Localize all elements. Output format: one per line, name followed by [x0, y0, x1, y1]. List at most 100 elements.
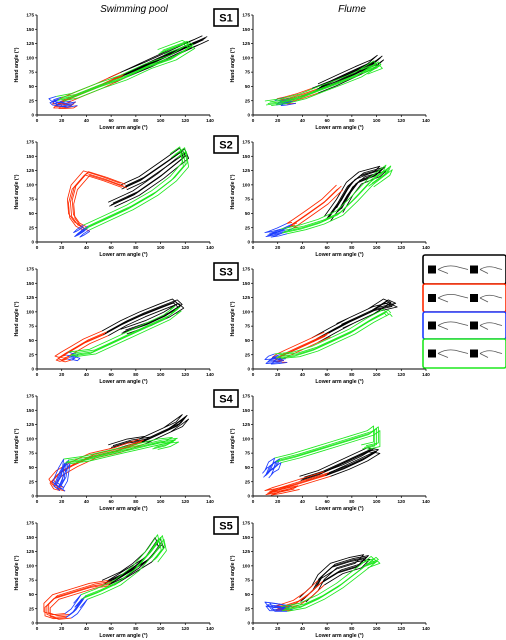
x-axis-label: Lower arm angle (°) — [315, 125, 363, 131]
y-tick-label: 75 — [29, 578, 35, 583]
x-tick-label: 100 — [373, 499, 381, 504]
y-tick-label: 25 — [29, 352, 35, 357]
x-tick-label: 60 — [325, 499, 331, 504]
x-tick-label: 0 — [36, 118, 39, 123]
series-line-blue — [264, 353, 281, 361]
y-tick-label: 25 — [29, 225, 35, 230]
wall-block-icon — [470, 294, 478, 302]
wall-block-icon — [428, 349, 436, 358]
wall-block-icon — [428, 294, 436, 302]
series-line-red — [291, 185, 342, 225]
series-line-green — [63, 436, 173, 460]
y-tick-label: 150 — [242, 27, 250, 32]
x-tick-label: 40 — [84, 372, 90, 377]
series-line-blue — [73, 224, 84, 234]
series-line-black — [323, 165, 381, 217]
x-tick-label: 80 — [349, 245, 355, 250]
y-tick-label: 150 — [242, 535, 250, 540]
series-line-green — [56, 39, 189, 97]
series-line-green — [281, 559, 376, 612]
x-tick-label: 140 — [422, 372, 430, 377]
series-line-green — [280, 164, 387, 230]
x-tick-label: 20 — [59, 499, 65, 504]
series-line-green — [69, 309, 177, 357]
x-tick-label: 80 — [133, 626, 139, 631]
y-tick-label: 25 — [29, 98, 35, 103]
x-tick-label: 40 — [300, 118, 306, 123]
x-tick-label: 140 — [206, 499, 214, 504]
series-line-black — [302, 556, 368, 601]
series-line-red — [55, 334, 104, 362]
y-tick-label: 0 — [247, 367, 250, 372]
y-tick-label: 175 — [242, 13, 250, 18]
y-tick-label: 175 — [242, 140, 250, 145]
legend-entry-blue — [422, 311, 506, 340]
y-tick-label: 125 — [242, 549, 250, 554]
y-tick-label: 0 — [31, 240, 34, 245]
series-line-blue — [70, 598, 88, 619]
x-tick-label: 140 — [206, 626, 214, 631]
subject-label-text-s4: S4 — [219, 394, 233, 406]
x-tick-label: 60 — [109, 118, 115, 123]
x-tick-label: 0 — [36, 245, 39, 250]
series-line-red — [68, 174, 122, 232]
y-tick-label: 150 — [26, 281, 34, 286]
series-line-black — [304, 555, 369, 599]
series-line-black — [305, 451, 381, 482]
series-line-blue — [58, 463, 71, 492]
series-line-green — [68, 305, 176, 353]
x-tick-label: 0 — [252, 372, 255, 377]
series-line-blue — [54, 100, 78, 108]
y-tick-label: 175 — [26, 140, 34, 145]
x-tick-label: 140 — [206, 118, 214, 123]
swimmer-icon — [437, 349, 469, 358]
y-tick-label: 125 — [26, 168, 34, 173]
series-line-green — [274, 308, 387, 355]
series-line-black — [305, 558, 371, 603]
y-tick-label: 25 — [245, 225, 251, 230]
panel-s2-swimming-pool: 0 25 50 75 100 125 150 175 0 20 40 60 80 100 120 140 Low… — [14, 140, 214, 258]
y-tick-label: 75 — [245, 578, 251, 583]
series-line-blue — [56, 459, 69, 488]
x-tick-label: 60 — [325, 626, 331, 631]
subject-label-s1: S1 — [213, 8, 239, 27]
y-tick-label: 0 — [31, 494, 34, 499]
x-tick-label: 40 — [84, 499, 90, 504]
series-line-green — [264, 60, 377, 102]
series-line-green — [287, 169, 393, 235]
x-tick-label: 120 — [181, 626, 189, 631]
x-tick-label: 120 — [181, 118, 189, 123]
y-tick-label: 25 — [245, 479, 251, 484]
x-tick-label: 0 — [252, 118, 255, 123]
swimmer-icon — [479, 322, 503, 330]
y-tick-label: 0 — [31, 367, 34, 372]
x-tick-label: 80 — [133, 118, 139, 123]
y-tick-label: 125 — [26, 41, 34, 46]
x-tick-label: 80 — [133, 499, 139, 504]
panels: 0 25 50 75 100 125 150 175 0 20 40 60 80 100 120 140 Low… — [14, 13, 430, 639]
series-line-red — [73, 174, 127, 232]
y-tick-label: 50 — [245, 84, 251, 89]
subject-label-s5: S5 — [213, 516, 239, 535]
series-line-black — [109, 39, 204, 83]
legend-entry-red — [422, 283, 506, 313]
series-line-green — [81, 538, 162, 600]
y-tick-label: 150 — [26, 154, 34, 159]
y-tick-label: 175 — [242, 521, 250, 526]
x-tick-label: 20 — [275, 626, 281, 631]
series-line-red — [60, 335, 109, 363]
x-tick-label: 0 — [36, 499, 39, 504]
x-tick-label: 80 — [349, 118, 355, 123]
series-line-green — [80, 534, 161, 596]
y-tick-label: 50 — [245, 211, 251, 216]
series-line-black — [114, 152, 190, 208]
x-axis-label: Lower arm angle (°) — [315, 379, 363, 385]
panel-s3-swimming-pool: 0 25 50 75 100 125 150 175 0 20 40 60 80 100 120 140 Low… — [14, 267, 214, 385]
y-axis-label: Hand angle (°) — [14, 428, 20, 463]
series-line-blue — [262, 457, 276, 474]
y-tick-label: 50 — [29, 84, 35, 89]
x-tick-label: 120 — [181, 245, 189, 250]
series-line-green — [84, 150, 184, 230]
series-line-green — [275, 312, 388, 359]
series-line-blue — [67, 355, 76, 361]
